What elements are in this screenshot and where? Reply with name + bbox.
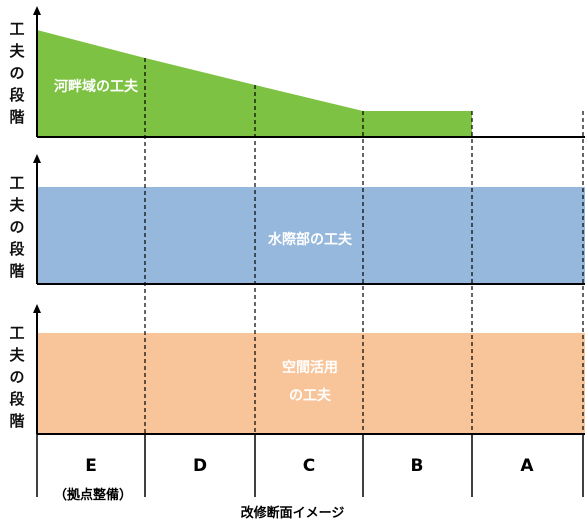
section-label-a: A [520,456,534,476]
riverside-area [37,30,472,137]
y-axis-arrow-1 [33,6,41,15]
axis-char: 工 [9,20,25,38]
y-axis-label-panel-3: 工 夫 の 段 階 [6,322,28,432]
axis-char: 階 [9,108,25,126]
section-label-c: C [302,456,316,476]
riverside-label: 河畔域の工夫 [54,79,138,95]
diagram-caption: 改修断面イメージ [240,506,345,521]
y-axis-arrow-3 [33,304,41,313]
section-table [36,434,584,497]
axis-char: の [9,64,25,82]
axis-char: 夫 [9,42,25,60]
axis-char: 夫 [9,196,25,214]
section-label-d: D [192,456,208,476]
axis-char: 段 [9,86,25,104]
axis-char: 階 [9,412,25,430]
axis-char: 段 [9,390,25,408]
axis-char: の [9,368,25,386]
y-axis-label-panel-2: 工 夫 の 段 階 [6,172,28,282]
axis-char: 夫 [9,346,25,364]
section-label-b: B [410,456,424,476]
y-axis-label-panel-1: 工 夫 の 段 階 [6,18,28,128]
section-dividers-dashed [144,58,584,434]
section-label-e: E [85,456,97,476]
axis-char: 階 [9,262,25,280]
axis-char: の [9,218,25,236]
axis-char: 工 [9,174,25,192]
space-label-line2: の工夫 [289,388,331,404]
space-area [37,333,585,434]
section-sublabel-e: （拠点整備） [53,488,132,503]
space-label-line1: 空間活用 [282,360,338,376]
waterfront-area [37,187,585,284]
y-axis-arrow-2 [33,154,41,163]
axis-char: 段 [9,240,25,258]
axis-char: 工 [9,324,25,342]
waterfront-label: 水際部の工夫 [268,232,352,248]
